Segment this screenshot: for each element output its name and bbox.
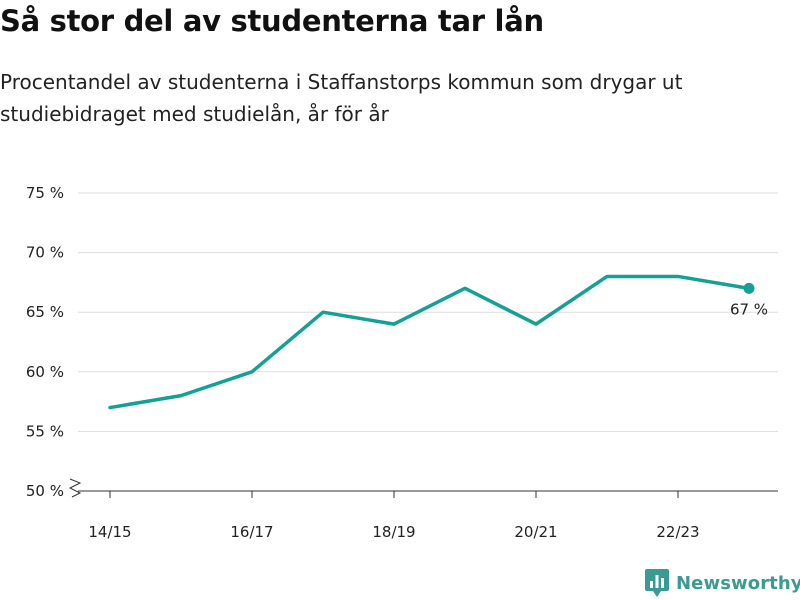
series	[108, 274, 755, 410]
y-tick-label: 55 %	[26, 422, 64, 440]
brand-logo: Newsworthy	[645, 569, 800, 597]
chart-title: Så stor del av studenterna tar lån	[0, 4, 544, 38]
y-tick-label: 70 %	[26, 244, 64, 262]
chart-subtitle: Procentandel av studenterna i Staffansto…	[0, 70, 683, 126]
bar-chart-logo-icon	[645, 569, 669, 597]
axis-break-icon	[68, 478, 82, 498]
end-value-label: 67 %	[730, 300, 768, 318]
y-tick-label: 65 %	[26, 303, 64, 321]
series-line	[108, 274, 751, 410]
labels: 50 % 55 % 60 % 65 % 70 % 75 % 14/15 16/17 18/19 2…	[26, 184, 768, 541]
x-tick-label: 18/19	[372, 523, 415, 541]
brand-name: Newsworthy	[676, 572, 800, 594]
end-point	[743, 282, 755, 294]
y-tick-label: 50 %	[26, 482, 64, 500]
y-tick-label: 75 %	[26, 184, 64, 202]
y-tick-label: 60 %	[26, 363, 64, 381]
x-tick-label: 20/21	[514, 523, 557, 541]
x-tick-label: 16/17	[230, 523, 273, 541]
x-tick-label: 14/15	[88, 523, 131, 541]
axes	[68, 478, 778, 498]
x-tick-label: 22/23	[656, 523, 699, 541]
grid-lines	[78, 192, 778, 432]
